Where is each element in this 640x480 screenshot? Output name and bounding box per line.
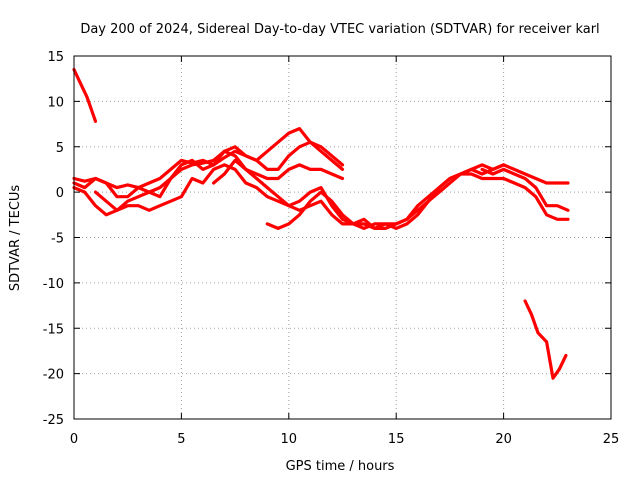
x-tick-label: 15 <box>388 432 405 447</box>
x-tick-label: 20 <box>495 432 512 447</box>
y-tick-label: 5 <box>56 141 64 156</box>
x-axis-ticks: 0 5 10 15 20 25 <box>70 56 619 447</box>
y-tick-label: -25 <box>43 413 64 428</box>
series-line-arc-g <box>480 167 570 212</box>
series-line-arc-early <box>72 68 98 123</box>
x-axis-label: GPS time / hours <box>286 459 395 474</box>
x-tick-label: 5 <box>177 432 185 447</box>
y-axis-ticks: -25 -20 -15 -10 -5 0 5 10 15 <box>43 50 611 428</box>
series-line-arc-c <box>72 149 345 199</box>
x-tick-label: 25 <box>603 432 620 447</box>
series-line-arc-f <box>265 172 570 230</box>
y-tick-label: 10 <box>47 95 64 110</box>
y-tick-label: -5 <box>51 232 64 247</box>
grid-lines <box>74 56 611 419</box>
x-tick-label: 0 <box>70 432 78 447</box>
y-tick-label: -20 <box>43 368 64 383</box>
y-axis-label: SDTVAR / TECUs <box>8 185 23 292</box>
series-group <box>72 68 570 380</box>
series-line-arc-e <box>212 158 506 230</box>
y-tick-label: -10 <box>43 277 64 292</box>
chart-title: Day 200 of 2024, Sidereal Day-to-day VTE… <box>80 22 599 37</box>
series-line-arc-late <box>523 299 568 380</box>
y-tick-label: 0 <box>56 186 64 201</box>
y-tick-label: 15 <box>47 50 64 65</box>
y-tick-label: -15 <box>43 322 64 337</box>
x-tick-label: 10 <box>281 432 298 447</box>
